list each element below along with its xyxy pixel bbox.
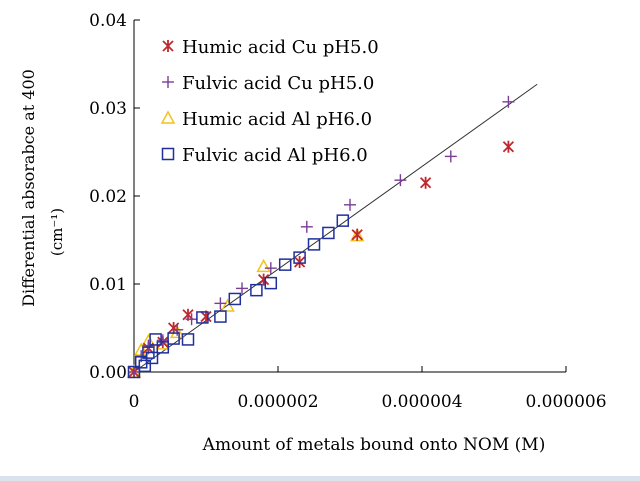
data-point-plus [156,334,169,347]
data-point-triangle [220,298,235,312]
data-point-plus [214,297,227,310]
data-point-asterisk [351,228,363,241]
y-axis-label: Differential absorabce at 400 [19,69,38,307]
legend: Humic acid Cu pH5.0 Fulvic acid Cu pH5.0 H… [160,37,379,166]
data-point-square [307,238,321,251]
data-point-square [145,351,159,365]
x-tick-label: 0.000002 [237,392,318,412]
data-point-square [336,214,350,227]
x-axis-label: Amount of metals bound onto NOM (M) [202,435,546,455]
y-tick-label: 0.01 [89,275,127,295]
data-point-asterisk [502,140,515,153]
data-point-plus [264,262,277,275]
y-tick-label: 0.00 [89,363,127,383]
data-point-asterisk [257,273,270,286]
y-axis-unit-label: (cm⁻¹) [48,208,66,256]
trendline-group [133,83,538,373]
data-point-square [167,332,180,345]
data-point-plus [128,366,140,378]
data-point-square [156,341,170,354]
legend-label: Humic acid Cu pH5.0 [182,37,379,58]
legend-label: Humic acid Al pH6.0 [182,109,372,130]
x-tick-label: 0 [129,392,140,412]
data-point-square [250,283,263,297]
data-point-square [264,276,278,290]
data-point-plus [394,174,407,187]
legend-label: Fulvic acid Cu pH5.0 [182,73,374,94]
data-point-square [196,311,209,324]
legend-marker-plus [162,76,174,88]
data-point-plus [185,313,198,326]
data-point-triangle [256,258,271,273]
data-points [126,95,515,379]
data-point-triangle [155,336,171,350]
legend-marker-square [161,147,175,161]
data-point-square [228,292,242,306]
data-point-asterisk [293,256,306,268]
window-bottom-edge [0,476,640,481]
data-point-plus [344,198,356,211]
data-point-asterisk [419,176,432,189]
legend-label: Fulvic acid Al pH6.0 [182,145,368,166]
data-point-square [138,359,152,373]
x-tick-label: 0.000004 [381,392,462,412]
x-tick-label: 0.000006 [525,392,606,412]
y-tick-label: 0.03 [89,99,127,119]
data-point-square [278,258,292,271]
trendline [133,83,538,373]
data-point-plus [300,220,313,233]
y-tick-label: 0.02 [89,187,127,207]
data-point-square [149,333,162,346]
data-point-plus [502,95,515,108]
axes: 0.00 0.01 0.02 0.03 0.04 0 0.000002 0.000004 0.0… [89,11,606,412]
data-point-plus [444,150,457,163]
y-tick-label: 0.04 [89,11,127,31]
data-point-square [181,333,195,346]
data-point-plus [236,282,248,295]
data-point-square [322,226,335,240]
legend-marker-asterisk [162,40,174,52]
legend-marker-triangle [160,110,176,124]
data-point-square [293,251,306,264]
data-point-square [214,310,227,323]
